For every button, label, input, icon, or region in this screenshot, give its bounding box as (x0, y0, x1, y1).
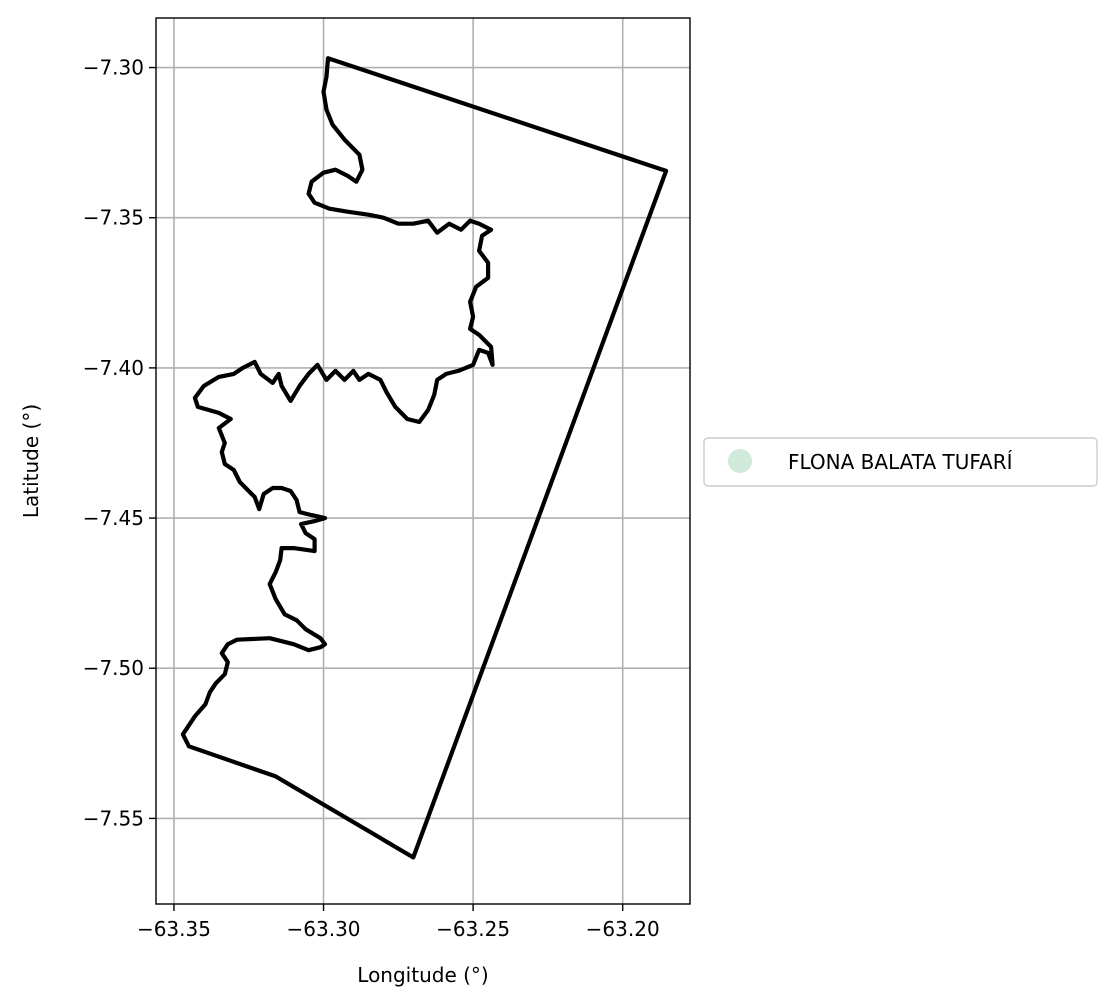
y-tick-label: −7.40 (83, 356, 144, 380)
legend: FLONA BALATA TUFARÍ (703, 437, 1098, 487)
y-tick-label: −7.55 (83, 806, 144, 830)
y-tick-label: −7.35 (83, 206, 144, 230)
legend-label-flona-balata-tufari: FLONA BALATA TUFARÍ (788, 450, 1013, 474)
x-tick-label: −63.20 (586, 917, 660, 941)
legend-marker (728, 449, 752, 473)
y-tick-label: −7.45 (83, 506, 144, 530)
flona-balata-tufari-boundary (180, 56, 669, 860)
legend-box (703, 437, 1098, 487)
grid-lines (156, 18, 690, 904)
y-axis-title: Latitude (°) (19, 404, 43, 518)
x-axis-title: Longitude (°) (357, 963, 488, 987)
y-tick-label: −7.30 (83, 56, 144, 80)
x-tick-label: −63.35 (137, 917, 211, 941)
x-tick-label: −63.25 (436, 917, 510, 941)
y-tick-label: −7.50 (83, 656, 144, 680)
plot-area-frame (155, 17, 691, 905)
axis-ticks: −63.35 −63.30 −63.25 −63.20 −7.30 −7.35 −7.40 −… (83, 56, 660, 941)
x-tick-label: −63.30 (287, 917, 361, 941)
